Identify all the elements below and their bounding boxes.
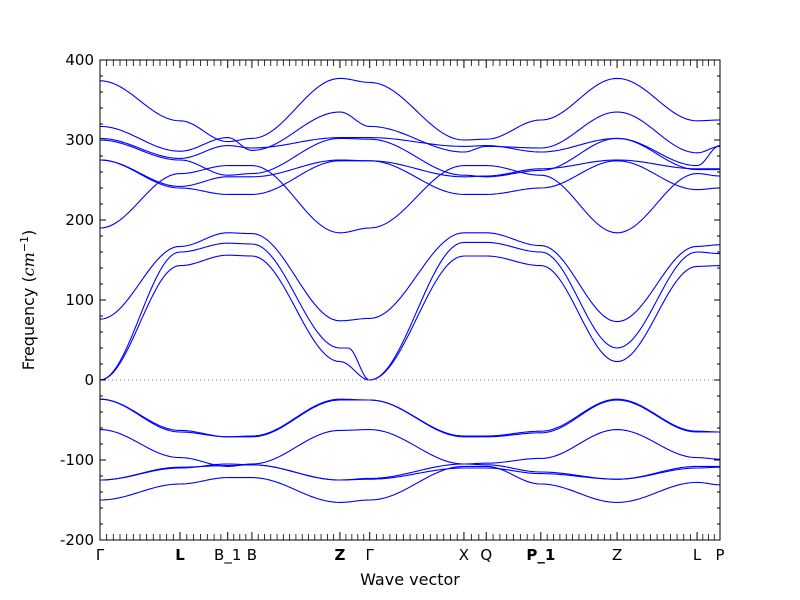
y-tick-label: 400 bbox=[65, 51, 94, 69]
y-axis-title-unit-exponent: −1 bbox=[18, 236, 31, 252]
x-axis-kpoint-labels: Γ L B_1 B Z Γ X Q P_1 Z L P bbox=[96, 546, 725, 565]
y-axis-title-prefix: Frequency ( bbox=[19, 276, 38, 370]
x-axis-title: Wave vector bbox=[360, 570, 460, 589]
y-axis-title-unit: cm bbox=[19, 252, 38, 276]
band-line-11 bbox=[99, 159, 721, 195]
band-line-1 bbox=[99, 465, 721, 503]
kpoint-label: Γ bbox=[96, 546, 105, 564]
y-tick-label: -100 bbox=[60, 451, 94, 469]
kpoint-label: B_1 bbox=[214, 546, 241, 565]
band-line-15 bbox=[99, 111, 721, 154]
plot-frame bbox=[99, 59, 721, 541]
band-line-4 bbox=[99, 429, 721, 467]
kpoint-label: X bbox=[459, 546, 469, 564]
band-line-8 bbox=[99, 241, 721, 381]
kpoint-label: Γ bbox=[366, 546, 375, 564]
y-tick-label: 0 bbox=[84, 371, 94, 389]
y-tick-label: 300 bbox=[65, 131, 94, 149]
band-line-10 bbox=[99, 165, 721, 234]
y-axis-ticks: -200 -100 0 100 200 300 400 bbox=[60, 51, 720, 549]
band-line-12 bbox=[99, 159, 720, 187]
band-line-14 bbox=[99, 137, 721, 167]
band-line-16 bbox=[99, 77, 720, 143]
y-tick-label: 100 bbox=[65, 291, 94, 309]
kpoint-label: L bbox=[175, 546, 185, 564]
kpoint-label: P bbox=[715, 546, 724, 564]
band-line-7 bbox=[99, 254, 720, 381]
kpoint-label: B bbox=[247, 546, 257, 564]
band-line-9 bbox=[99, 232, 721, 323]
kpoint-label: Q bbox=[480, 546, 492, 564]
kpoint-tick-marks bbox=[99, 60, 721, 540]
kpoint-label: Z bbox=[612, 546, 622, 564]
kpoint-label: L bbox=[693, 546, 702, 564]
y-axis-title: Frequency (cm−1) bbox=[18, 230, 39, 371]
kpoint-label: P_1 bbox=[526, 546, 555, 564]
y-axis-title-suffix: ) bbox=[19, 230, 38, 236]
band-line-6 bbox=[99, 398, 720, 438]
kpoint-label: Z bbox=[334, 546, 345, 564]
y-tick-label: -200 bbox=[60, 531, 94, 549]
band-lines bbox=[99, 77, 721, 503]
band-line-3 bbox=[99, 463, 720, 481]
band-line-13 bbox=[99, 137, 720, 178]
y-tick-label: 200 bbox=[65, 211, 94, 229]
